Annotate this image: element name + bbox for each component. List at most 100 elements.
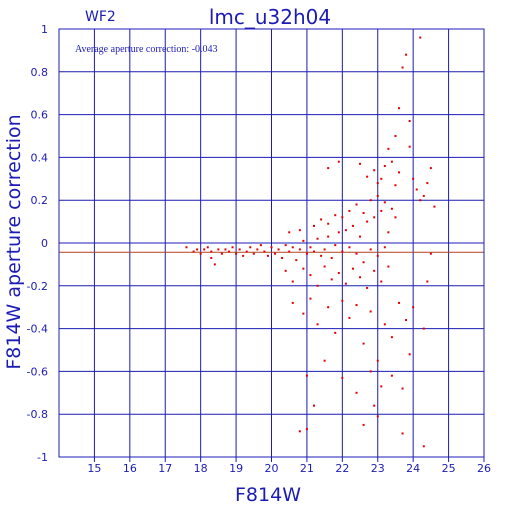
data-point bbox=[373, 169, 376, 172]
data-point bbox=[341, 299, 344, 302]
data-point bbox=[316, 323, 319, 326]
data-point bbox=[376, 415, 379, 418]
data-point bbox=[369, 370, 372, 373]
data-point bbox=[302, 239, 305, 242]
data-point bbox=[348, 316, 351, 319]
y-tick-label: -0.2 bbox=[27, 280, 48, 293]
data-point bbox=[383, 164, 386, 167]
data-point bbox=[362, 261, 365, 264]
data-point bbox=[270, 246, 273, 249]
data-point bbox=[373, 216, 376, 219]
data-point bbox=[419, 199, 422, 202]
data-point bbox=[323, 248, 326, 251]
data-point bbox=[274, 252, 277, 255]
data-point bbox=[348, 246, 351, 249]
data-point bbox=[220, 252, 223, 255]
data-point bbox=[256, 248, 259, 251]
data-point bbox=[398, 171, 400, 174]
chart-title: lmc_u32h04 bbox=[209, 5, 331, 29]
data-point bbox=[394, 184, 397, 187]
data-point bbox=[366, 175, 369, 178]
data-point bbox=[305, 252, 308, 255]
data-point bbox=[376, 359, 379, 362]
data-point bbox=[390, 207, 393, 210]
data-point bbox=[376, 182, 379, 185]
data-point bbox=[334, 331, 337, 334]
data-point bbox=[334, 244, 337, 247]
data-point bbox=[291, 301, 294, 304]
data-point bbox=[429, 252, 432, 255]
data-point bbox=[228, 250, 230, 253]
data-point bbox=[245, 250, 248, 253]
data-point bbox=[412, 177, 415, 180]
x-tick-label: 17 bbox=[158, 462, 172, 475]
data-point bbox=[284, 244, 287, 247]
data-point bbox=[359, 276, 362, 279]
data-point bbox=[224, 248, 227, 251]
data-point bbox=[398, 107, 400, 110]
x-tick-label: 15 bbox=[87, 462, 101, 475]
data-point bbox=[305, 374, 308, 377]
data-point bbox=[390, 374, 393, 377]
data-point bbox=[309, 274, 312, 277]
data-point bbox=[327, 167, 330, 170]
data-point bbox=[231, 246, 234, 249]
x-tick-label: 25 bbox=[442, 462, 456, 475]
data-point bbox=[259, 244, 262, 247]
x-tick-label: 26 bbox=[477, 462, 491, 475]
data-point bbox=[277, 248, 280, 251]
plot-frame bbox=[58, 28, 485, 458]
data-point bbox=[383, 246, 386, 249]
data-point bbox=[366, 286, 369, 289]
data-point bbox=[376, 194, 379, 197]
x-tick-label: 16 bbox=[123, 462, 137, 475]
x-tick-labels: 15 16 17 18 19 20 21 22 23 24 25 26 bbox=[87, 462, 491, 475]
data-point bbox=[419, 36, 422, 39]
data-point bbox=[334, 214, 337, 217]
data-point bbox=[203, 248, 206, 251]
data-point bbox=[291, 280, 294, 283]
data-point bbox=[433, 205, 436, 208]
y-tick-label: 0.8 bbox=[31, 66, 49, 79]
data-point bbox=[284, 269, 287, 272]
y-tick-label: -0.4 bbox=[27, 323, 48, 336]
data-point bbox=[359, 235, 362, 238]
data-point bbox=[348, 209, 351, 212]
y-tick-label: -0.8 bbox=[27, 408, 48, 421]
data-point bbox=[330, 256, 333, 259]
y-tick-label: 1 bbox=[41, 23, 48, 36]
data-point bbox=[415, 188, 418, 191]
data-point bbox=[309, 297, 312, 300]
x-tick-label: 18 bbox=[194, 462, 208, 475]
y-tick-label: 0.6 bbox=[31, 109, 49, 122]
data-point bbox=[362, 212, 365, 215]
data-point bbox=[313, 250, 315, 253]
x-tick-label: 20 bbox=[265, 462, 279, 475]
data-point bbox=[288, 231, 291, 234]
x-tick-label: 19 bbox=[229, 462, 243, 475]
data-point bbox=[355, 304, 358, 307]
data-point bbox=[238, 248, 241, 251]
data-point bbox=[426, 182, 429, 185]
data-point bbox=[394, 216, 397, 219]
data-point bbox=[383, 201, 386, 204]
data-point bbox=[405, 53, 408, 56]
data-point bbox=[298, 229, 301, 232]
data-point bbox=[344, 282, 347, 285]
data-point bbox=[387, 147, 390, 150]
data-point bbox=[295, 259, 298, 262]
data-point bbox=[369, 199, 372, 202]
data-point bbox=[355, 252, 358, 255]
data-point bbox=[320, 218, 323, 221]
data-point bbox=[327, 235, 330, 238]
data-point bbox=[373, 269, 376, 272]
data-point bbox=[316, 237, 319, 240]
data-point bbox=[327, 306, 330, 309]
data-point bbox=[313, 404, 315, 407]
data-point bbox=[263, 250, 266, 253]
data-point bbox=[408, 353, 411, 356]
data-point bbox=[355, 391, 358, 394]
data-point bbox=[235, 252, 238, 255]
data-point bbox=[288, 250, 291, 253]
data-point bbox=[369, 248, 372, 251]
